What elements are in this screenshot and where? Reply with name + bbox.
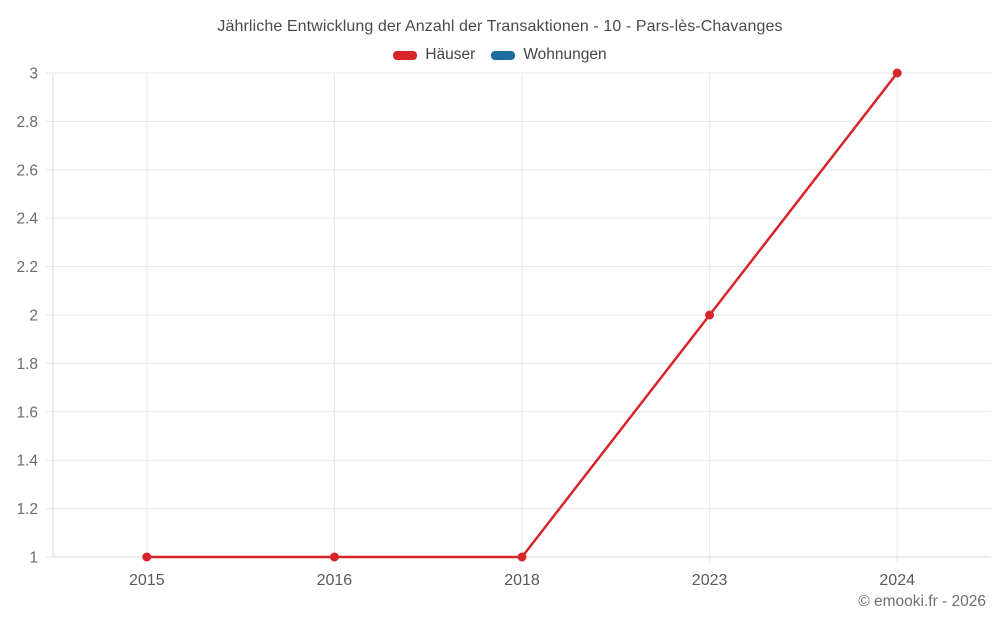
copyright-text: © emooki.fr - 2026 bbox=[858, 593, 986, 610]
y-axis-tick-label: 2 bbox=[29, 308, 38, 325]
x-axis-tick-label: 2024 bbox=[879, 572, 915, 589]
legend-item-haeuser[interactable]: Häuser bbox=[393, 46, 475, 64]
x-axis-tick-label: 2018 bbox=[504, 572, 540, 589]
data-point bbox=[329, 552, 339, 562]
data-point bbox=[517, 552, 527, 562]
legend-swatch-haeuser-icon bbox=[393, 50, 418, 60]
x-axis-tick-label: 2015 bbox=[129, 572, 165, 589]
data-point bbox=[892, 68, 902, 78]
y-axis-tick-label: 1.6 bbox=[16, 404, 38, 421]
y-axis-tick-label: 1.2 bbox=[16, 501, 38, 518]
data-point bbox=[142, 552, 152, 562]
x-axis-tick-label: 2016 bbox=[317, 572, 353, 589]
chart-title: Jährliche Entwicklung der Anzahl der Tra… bbox=[217, 18, 783, 35]
y-axis-tick-label: 2.4 bbox=[16, 211, 38, 228]
y-axis-tick-label: 1.4 bbox=[16, 453, 38, 470]
y-axis-tick-label: 2.8 bbox=[16, 114, 38, 131]
y-axis-tick-label: 1.8 bbox=[16, 356, 38, 373]
y-axis-tick-label: 2.6 bbox=[16, 162, 38, 179]
y-axis-tick-label: 3 bbox=[29, 66, 38, 83]
y-axis-tick-label: 2.2 bbox=[16, 259, 38, 276]
legend-item-wohnungen[interactable]: Wohnungen bbox=[491, 46, 607, 64]
y-axis-tick-label: 1 bbox=[29, 550, 38, 567]
data-point bbox=[705, 310, 715, 320]
x-axis-tick-label: 2023 bbox=[692, 572, 728, 589]
legend-swatch-wohnungen-icon bbox=[491, 50, 516, 60]
legend: Häuser Wohnungen bbox=[0, 46, 1000, 64]
legend-label-wohnungen: Wohnungen bbox=[523, 46, 607, 63]
legend-label-haeuser: Häuser bbox=[425, 46, 476, 63]
